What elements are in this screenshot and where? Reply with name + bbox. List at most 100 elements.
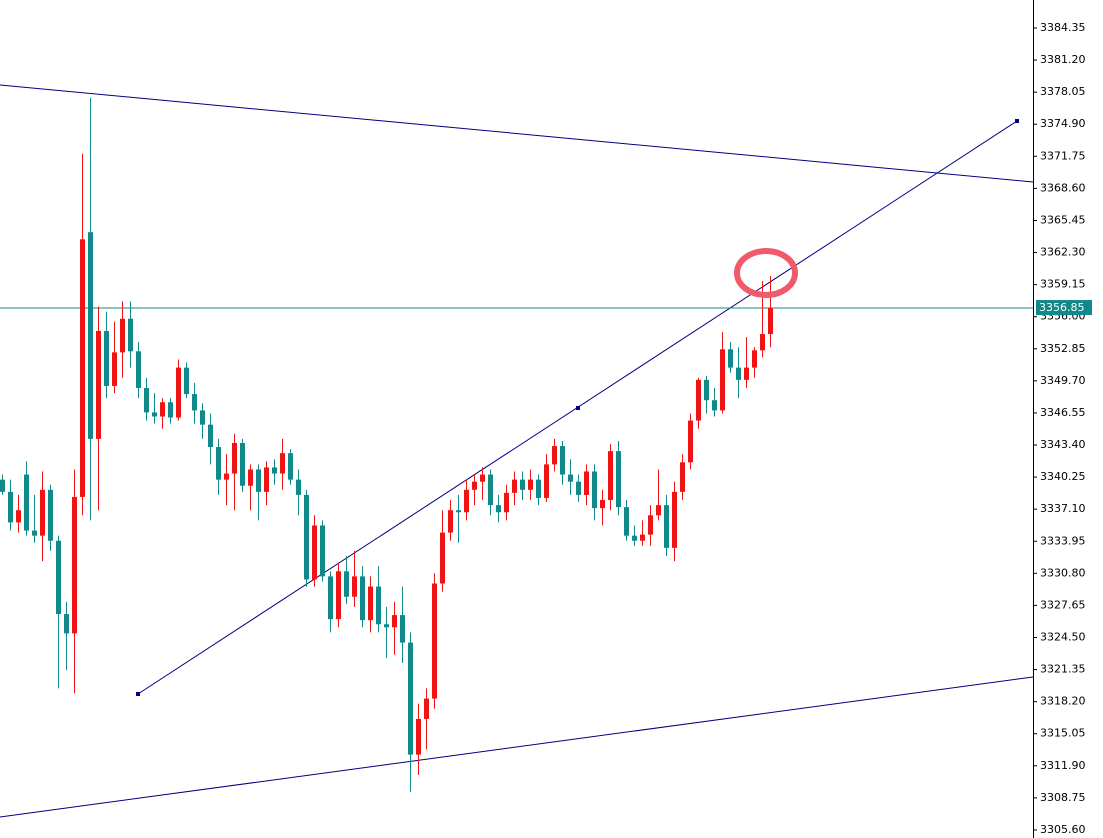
y-tick-label: 3384.35 <box>1040 21 1086 34</box>
candle-body <box>320 525 325 577</box>
candle-body <box>672 491 677 548</box>
candle-body <box>656 505 661 516</box>
y-tick-label: 3315.05 <box>1040 727 1086 740</box>
highlight-circle <box>734 248 798 298</box>
candle-body <box>440 532 445 584</box>
candle-body <box>480 474 485 482</box>
candle-body <box>768 308 773 335</box>
y-tick-label: 3374.90 <box>1040 117 1086 130</box>
candle-body <box>584 471 589 495</box>
y-tick-label: 3308.75 <box>1040 791 1086 804</box>
candle-body <box>232 442 237 474</box>
candle-body <box>408 642 413 755</box>
candle-body <box>528 479 533 490</box>
candle-body <box>64 614 69 634</box>
candle-body <box>240 442 245 486</box>
candle-body <box>472 481 477 490</box>
candle-body <box>720 349 725 411</box>
candle-body <box>272 467 277 474</box>
candle-body <box>568 474 573 482</box>
y-tick-label: 3365.45 <box>1040 213 1086 226</box>
y-tick-label: 3359.15 <box>1040 278 1086 291</box>
y-tick-label: 3337.10 <box>1040 502 1086 515</box>
y-tick-label: 3368.60 <box>1040 181 1086 194</box>
candle-body <box>600 500 605 509</box>
candle-body <box>760 334 765 351</box>
candle-body <box>72 496 77 634</box>
y-tick-label: 3305.60 <box>1040 823 1086 836</box>
candle-body <box>136 351 141 388</box>
candle-body <box>192 394 197 411</box>
candle-body <box>264 467 269 492</box>
price-axis: 3384.35 3381.20 3378.05 3374.90 3371.75 3368.… <box>1033 21 1092 836</box>
candle-body <box>464 489 469 513</box>
candle-body <box>432 583 437 699</box>
candles <box>0 97 1033 793</box>
candle-body <box>256 469 261 492</box>
y-tick-label: 3362.30 <box>1040 246 1086 259</box>
candle-body <box>688 420 693 463</box>
candle-body <box>328 576 333 620</box>
last-price-label: 3356.85 <box>1039 301 1085 314</box>
anchor-point <box>136 692 140 696</box>
candle-body <box>8 491 13 523</box>
candle-body <box>32 530 37 536</box>
candle-body <box>56 540 61 615</box>
trend-anchors <box>136 119 1019 696</box>
candle-body <box>200 410 205 425</box>
candle-body <box>608 451 613 501</box>
candle-body <box>120 318 125 353</box>
candle-body <box>512 479 517 493</box>
candle-body <box>184 367 189 395</box>
candle-body <box>48 489 53 541</box>
y-tick-label: 3340.25 <box>1040 470 1086 483</box>
candle-body <box>424 698 429 719</box>
candle-body <box>0 479 5 492</box>
candle-body <box>304 494 309 580</box>
y-tick-label: 3346.55 <box>1040 406 1086 419</box>
candle-body <box>368 586 373 621</box>
candle-body <box>576 481 581 495</box>
candle-body <box>392 615 397 628</box>
candle-body <box>296 479 301 495</box>
candle-body <box>648 515 653 535</box>
candle-body <box>536 479 541 498</box>
y-tick-label: 3378.05 <box>1040 85 1086 98</box>
candle-body <box>352 576 357 597</box>
candle-body <box>456 510 461 513</box>
candle-body <box>632 535 637 541</box>
candle-body <box>216 447 221 480</box>
candle-body <box>384 624 389 628</box>
candle-body <box>496 505 501 513</box>
candle-body <box>752 350 757 368</box>
y-tick-label: 3349.70 <box>1040 374 1086 387</box>
candle-body <box>728 349 733 368</box>
candle-body <box>40 489 45 536</box>
candle-body <box>344 571 349 597</box>
candle-body <box>616 451 621 508</box>
candle-body <box>312 525 317 580</box>
candle-body <box>160 402 165 417</box>
candle-body <box>88 232 93 439</box>
candle-body <box>360 576 365 621</box>
y-tick-label: 3330.80 <box>1040 566 1086 579</box>
anchor-point <box>576 406 580 410</box>
anchor-point <box>1015 119 1019 123</box>
candle-body <box>24 474 29 531</box>
y-tick-label: 3324.50 <box>1040 630 1086 643</box>
candle-body <box>280 453 285 474</box>
candle-body <box>696 379 701 421</box>
candle-body <box>80 239 85 497</box>
candle-body <box>744 367 749 380</box>
y-tick-label: 3343.40 <box>1040 438 1086 451</box>
candle-body <box>104 330 109 386</box>
y-tick-label: 3321.35 <box>1040 663 1086 676</box>
candle-body <box>208 424 213 448</box>
candle-body <box>544 464 549 498</box>
candle-body <box>168 402 173 418</box>
candle-body <box>552 446 557 465</box>
y-tick-label: 3333.95 <box>1040 534 1086 547</box>
candle-body <box>448 510 453 533</box>
